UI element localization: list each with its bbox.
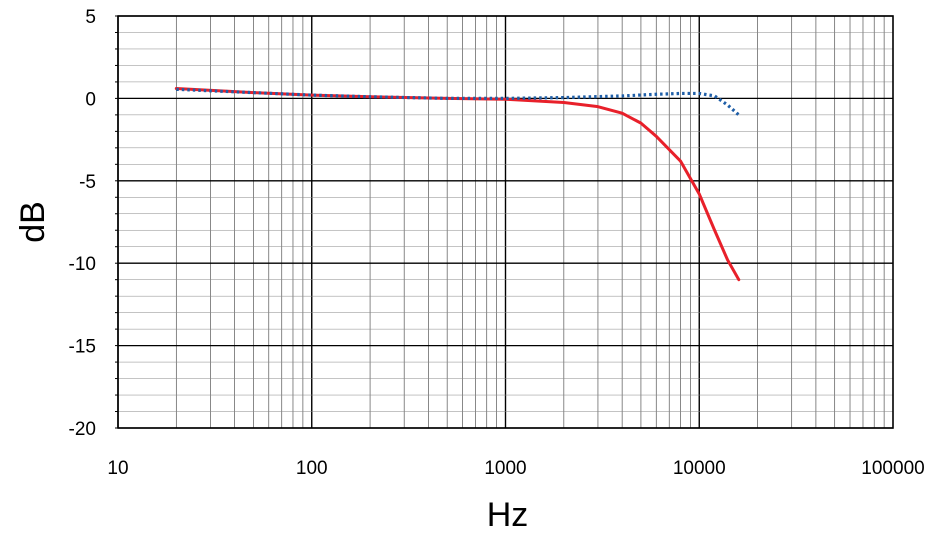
series-line-dotted xyxy=(176,87,740,117)
x-tick-label: 10 xyxy=(107,458,128,479)
y-tick-label: -5 xyxy=(79,172,96,193)
x-axis-title: Hz xyxy=(487,496,529,533)
y-axis-title: dB xyxy=(14,201,52,243)
y-tick-label: -10 xyxy=(69,254,96,275)
x-tick-label: 100 xyxy=(296,458,328,479)
y-tick-label: -15 xyxy=(69,337,96,358)
y-tick-label: 0 xyxy=(85,89,96,110)
series-layer xyxy=(174,87,741,282)
x-tick-label: 1000 xyxy=(484,458,526,479)
x-tick-label: 100000 xyxy=(861,458,924,479)
grid xyxy=(115,15,893,429)
y-tick-label: 5 xyxy=(85,7,96,28)
x-tick-label: 10000 xyxy=(673,458,726,479)
series-line-solid xyxy=(174,87,741,282)
y-tick-label: -20 xyxy=(69,419,96,440)
plot-frame xyxy=(117,15,894,429)
tick-labels: 10 100 1000 10000 100000 5 0 -5 -10 -15 -20 xyxy=(69,7,925,479)
